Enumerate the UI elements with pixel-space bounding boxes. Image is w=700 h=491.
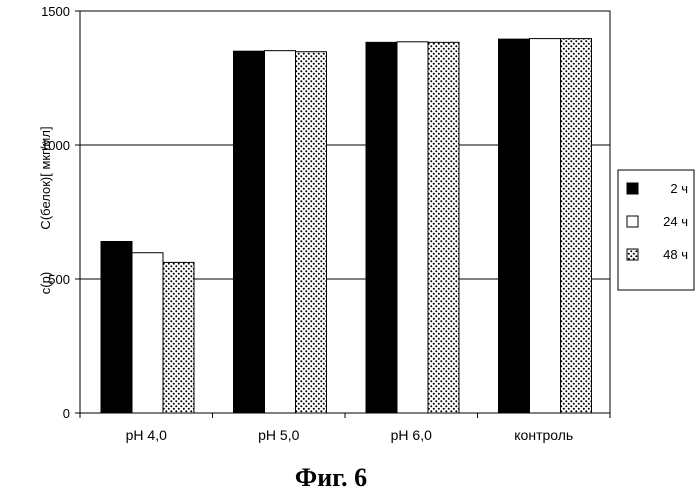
bar xyxy=(265,51,296,413)
bar xyxy=(561,39,592,413)
bar xyxy=(428,42,459,413)
bar xyxy=(101,241,132,413)
legend-swatch xyxy=(627,249,638,260)
legend-swatch xyxy=(627,216,638,227)
y-tick-label: 0 xyxy=(63,406,70,421)
legend-label: 24 ч xyxy=(663,214,688,229)
y-axis-label: C(белок)[ мкг/мл] xyxy=(38,126,53,229)
x-tick-label: pH 6,0 xyxy=(391,427,432,443)
x-tick-label: pH 5,0 xyxy=(258,427,299,443)
x-tick-label: контроль xyxy=(514,427,573,443)
bar xyxy=(397,42,428,413)
bar xyxy=(499,39,530,413)
legend-label: 48 ч xyxy=(663,247,688,262)
bar xyxy=(132,253,163,413)
y-tick-label: 1500 xyxy=(41,4,70,19)
bar xyxy=(530,39,561,413)
legend-label: 2 ч xyxy=(670,181,688,196)
bar xyxy=(163,262,194,413)
figure-caption: Фиг. 6 xyxy=(295,463,367,491)
legend-swatch xyxy=(627,183,638,194)
bar xyxy=(296,52,327,413)
bar xyxy=(366,42,397,413)
plot-area: 050010001500pH 4,0pH 5,0pH 6,0контроль xyxy=(41,4,610,443)
x-tick-label: pH 4,0 xyxy=(126,427,167,443)
bar xyxy=(234,51,265,413)
legend: 2 ч 24 ч 48 ч xyxy=(618,170,694,290)
y-axis-label-fragment: c(p) xyxy=(38,272,53,294)
